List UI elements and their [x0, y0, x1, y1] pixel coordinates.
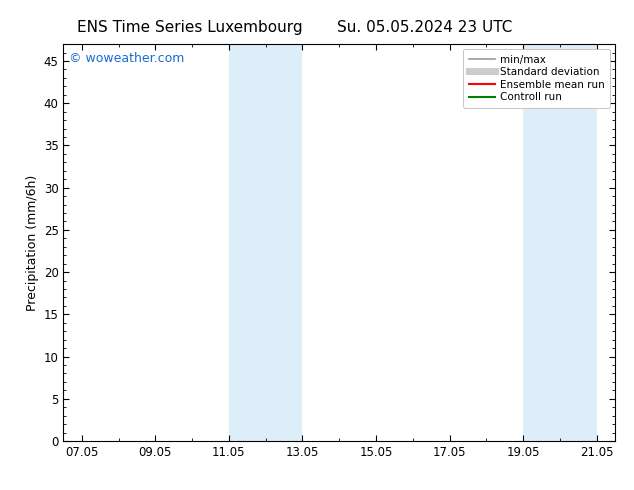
- Text: ENS Time Series Luxembourg: ENS Time Series Luxembourg: [77, 20, 303, 35]
- Legend: min/max, Standard deviation, Ensemble mean run, Controll run: min/max, Standard deviation, Ensemble me…: [463, 49, 610, 107]
- Bar: [523, 44, 597, 441]
- Text: Su. 05.05.2024 23 UTC: Su. 05.05.2024 23 UTC: [337, 20, 512, 35]
- Text: © woweather.com: © woweather.com: [69, 52, 184, 65]
- Y-axis label: Precipitation (mm/6h): Precipitation (mm/6h): [27, 174, 39, 311]
- Bar: [229, 44, 302, 441]
